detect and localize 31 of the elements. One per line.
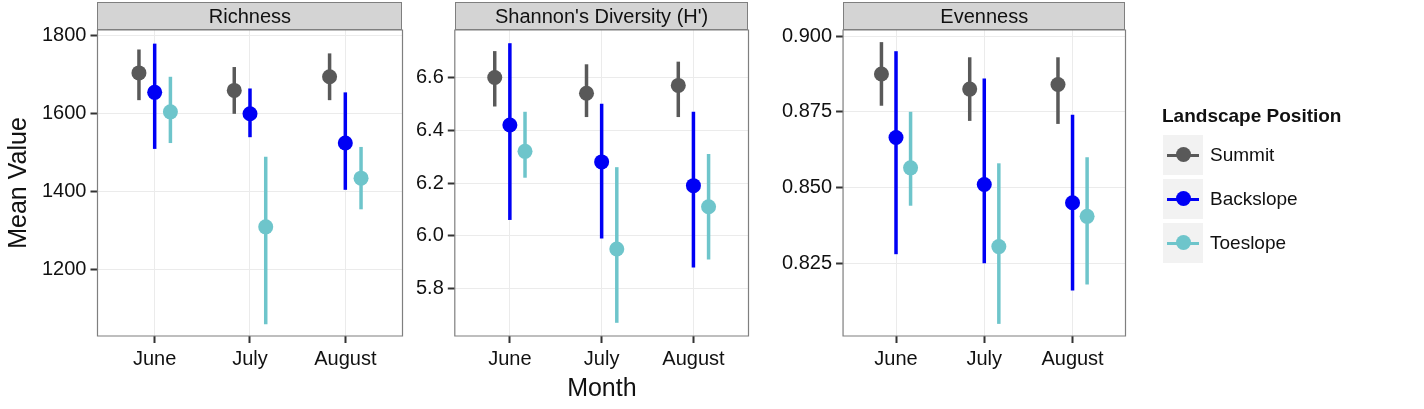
chart-title: Shannon's Diversity (H')	[454, 2, 749, 30]
x-tick-label: June	[132, 346, 177, 369]
x-tick-label: July	[966, 346, 1003, 369]
x-tick-label: August	[662, 346, 726, 369]
y-tick-label: 1400	[41, 179, 87, 202]
y-tick-label: 6.0	[415, 223, 444, 246]
y-tick-label: 1600	[41, 101, 87, 124]
y-tick-label: 1200	[41, 257, 87, 280]
y-tick-label: 6.2	[415, 170, 444, 193]
y-tick-label: 5.8	[415, 276, 444, 299]
x-axis-title: Month	[567, 373, 637, 402]
x-tick-label: July	[583, 346, 620, 369]
y-tick-label: 0.850	[781, 175, 833, 198]
chart-title: Evenness	[843, 2, 1126, 30]
y-tick-label: 0.875	[781, 99, 833, 122]
x-tick-label: June	[874, 346, 918, 369]
legend-title: Landscape Position	[1162, 105, 1342, 127]
legend-label: Toeslope	[1210, 232, 1287, 254]
y-tick-label: 6.4	[415, 117, 444, 140]
y-tick-label: 6.6	[415, 65, 444, 87]
chart-title: Richness	[97, 2, 403, 30]
x-tick-label: June	[488, 346, 532, 369]
legend-label: Summit	[1210, 144, 1275, 166]
x-tick-label: August	[314, 346, 377, 369]
y-tick-label: 0.825	[781, 250, 833, 273]
x-tick-label: July	[232, 346, 268, 369]
y-tick-label: 0.900	[781, 23, 833, 46]
y-tick-label: 1800	[41, 23, 87, 46]
x-tick-label: August	[1041, 346, 1105, 369]
legend-label: Backslope	[1210, 188, 1298, 210]
y-axis-title: Mean Value	[2, 117, 31, 249]
